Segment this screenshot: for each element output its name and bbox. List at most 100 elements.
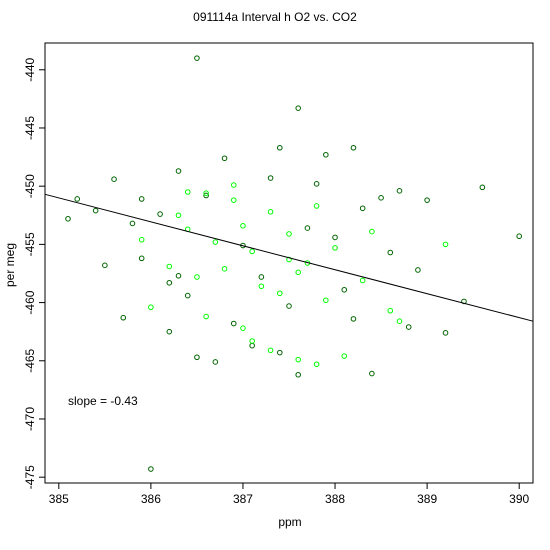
data-point [102, 262, 108, 269]
data-point [323, 151, 329, 158]
data-point [221, 155, 228, 162]
data-point [350, 316, 357, 322]
data-point [230, 197, 237, 203]
data-point [166, 328, 173, 335]
data-point [359, 205, 366, 212]
data-point [129, 220, 136, 227]
data-point [332, 245, 338, 251]
data-point [286, 231, 292, 237]
data-point [396, 188, 403, 194]
data-point [313, 361, 320, 368]
data-point [138, 255, 145, 262]
data-point [249, 338, 255, 344]
data-point [166, 279, 173, 286]
data-point [175, 212, 182, 219]
x-tick-label: 385 [49, 492, 69, 506]
data-point [286, 303, 292, 309]
data-point [369, 228, 375, 235]
x-tick-label: 386 [141, 492, 161, 506]
data-point [396, 318, 403, 325]
data-point [184, 292, 191, 299]
data-point [212, 239, 219, 245]
data-point [359, 277, 366, 284]
data-point [313, 181, 320, 187]
y-tick-label: -465 [23, 348, 37, 372]
data-point [148, 466, 154, 472]
y-tick-label: -455 [23, 232, 37, 256]
x-tick-label: 388 [325, 492, 345, 506]
data-point [175, 168, 182, 174]
data-point [350, 144, 357, 151]
data-point [295, 269, 302, 276]
data-point [442, 241, 449, 248]
data-point [194, 55, 200, 61]
y-tick-label: -470 [23, 407, 37, 431]
data-point [111, 176, 117, 182]
data-point [442, 330, 449, 336]
y-tick-label: -440 [23, 57, 37, 81]
data-point [138, 196, 145, 202]
data-point [369, 370, 375, 377]
chart-title: 091114a Interval h O2 vs. CO2 [193, 10, 357, 24]
data-point [304, 225, 311, 231]
data-point [267, 208, 274, 215]
y-axis-label: per meg [3, 243, 17, 287]
data-point [341, 286, 348, 293]
data-point [249, 248, 255, 255]
data-point [175, 273, 182, 279]
y-axis: -440 -445 -450 -455 -460 -465 -470 -475 [23, 57, 45, 489]
data-point [74, 196, 81, 202]
data-point [378, 195, 384, 201]
y-tick-label: -445 [23, 116, 37, 140]
data-point [249, 342, 255, 349]
data-point [313, 203, 320, 209]
data-point [424, 197, 430, 203]
y-tick-label: -475 [23, 465, 37, 489]
data-point [138, 236, 145, 243]
data-point [276, 144, 283, 151]
x-axis: 385 386 387 388 389 390 [49, 483, 530, 506]
data-point [415, 267, 421, 273]
data-point [267, 175, 274, 181]
x-tick-label: 389 [417, 492, 437, 506]
regression-line [44, 193, 534, 322]
data-point [194, 354, 200, 361]
data-point [516, 233, 522, 240]
x-axis-label: ppm [278, 515, 301, 529]
data-point [267, 347, 274, 354]
data-point [341, 353, 348, 359]
plot-frame [44, 42, 534, 484]
data-point [295, 105, 302, 111]
data-point [276, 290, 283, 297]
y-tick-label: -460 [23, 290, 37, 314]
data-point [221, 266, 228, 272]
data-point [295, 371, 302, 378]
data-point [194, 274, 200, 280]
data-point [230, 320, 237, 327]
data-point [276, 349, 283, 356]
data-point [203, 313, 209, 320]
data-point [387, 249, 394, 256]
data-point [258, 283, 265, 290]
data-point [479, 184, 486, 191]
data-point [258, 274, 265, 280]
data-points [65, 55, 522, 472]
y-tick-label: -450 [23, 174, 37, 198]
data-point [166, 263, 173, 270]
data-point [157, 211, 163, 217]
data-point [295, 356, 302, 363]
data-point [323, 297, 329, 304]
data-point [240, 325, 246, 331]
data-point [405, 324, 412, 330]
slope-annotation: slope = -0.43 [68, 394, 138, 408]
x-tick-label: 390 [509, 492, 529, 506]
data-point [203, 192, 209, 199]
data-point [120, 314, 127, 321]
data-point [184, 189, 191, 195]
x-tick-label: 387 [233, 492, 253, 506]
data-point [387, 307, 394, 314]
data-point [240, 222, 246, 229]
data-point [332, 234, 338, 241]
data-point [148, 304, 154, 311]
